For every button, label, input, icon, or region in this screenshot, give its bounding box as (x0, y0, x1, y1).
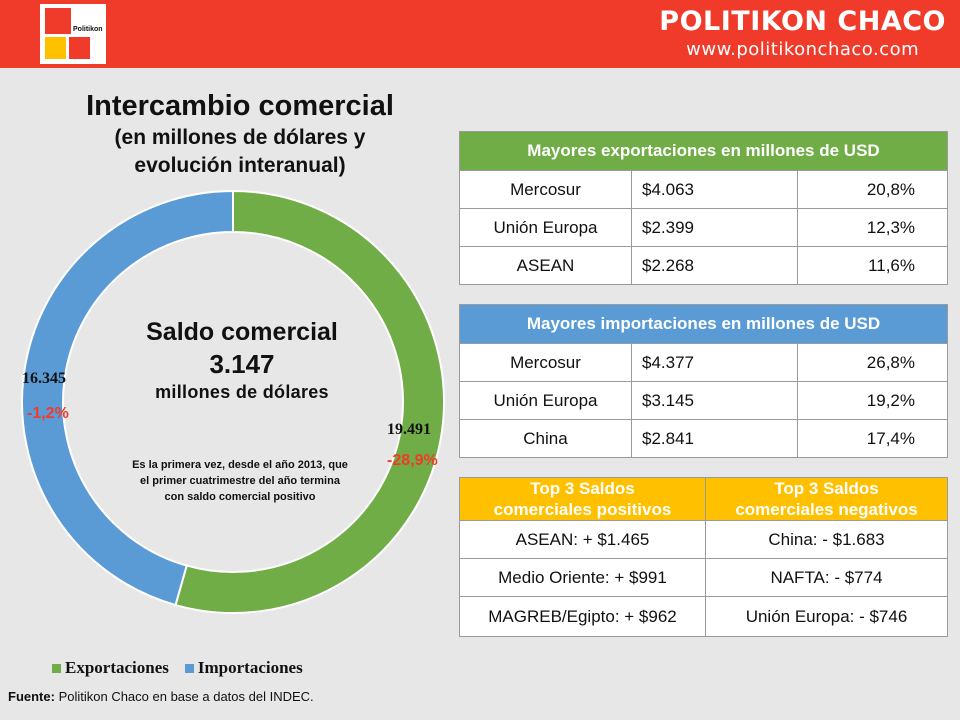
positive-balance-cell: MAGREB/Egipto: + $962 (459, 596, 706, 637)
trade-balance-summary: Saldo comercial 3.147 millones de dólare… (120, 316, 364, 404)
balance-value: 3.147 (209, 349, 275, 379)
legend-label-imports: Importaciones (197, 658, 303, 677)
imports-row-amount: $4.377 (631, 343, 798, 382)
balance-unit: millones de dólares (155, 382, 329, 402)
logo-square-yellow (45, 37, 66, 59)
imports-row-name: Mercosur (459, 343, 632, 382)
logo-text: Politikon (73, 26, 103, 33)
brand-url: www.politikonchaco.com (686, 39, 920, 60)
title-line-3: evolución interanual) (134, 154, 346, 177)
exports-change-label: -28,9% (387, 452, 438, 469)
negative-balance-cell: China: - $1.683 (705, 520, 948, 559)
imports-row-amount: $3.145 (631, 381, 798, 420)
exports-table: Mayores exportaciones en millones de USD… (458, 131, 949, 285)
legend-swatch-exports (52, 663, 61, 673)
table-row: China $2.841 17,4% (459, 419, 948, 458)
source-label: Fuente: (8, 689, 55, 704)
note-line-3: con saldo comercial positivo (164, 491, 316, 503)
trade-balances-table: Top 3 Saldos comerciales positivos Top 3… (459, 477, 948, 637)
title-line-1: Intercambio comercial (86, 90, 394, 122)
donut-slice-imports (21, 189, 234, 607)
balance-label: Saldo comercial (146, 318, 338, 346)
table-row: Mercosur $4.377 26,8% (459, 343, 948, 382)
logo-square-red (45, 8, 71, 34)
positive-header-line-1: Top 3 Saldos (530, 479, 635, 498)
header-bar: Politikon POLITIKON CHACO www.politikonc… (0, 0, 960, 68)
imports-change-label: -1,2% (27, 405, 69, 422)
legend-item-exports: Exportaciones (52, 658, 169, 678)
legend-label-exports: Exportaciones (65, 658, 169, 677)
exports-row-name: ASEAN (459, 246, 632, 285)
table-row: Medio Oriente: + $991 NAFTA: - $774 (459, 558, 948, 597)
positive-balance-cell: ASEAN: + $1.465 (459, 520, 706, 559)
positive-balances-header: Top 3 Saldos comerciales positivos (459, 477, 706, 521)
table-row: ASEAN $2.268 11,6% (459, 246, 949, 285)
exports-row-amount: $2.268 (631, 246, 798, 285)
exports-row-pct: 11,6% (796, 246, 949, 285)
note-line-1: Es la primera vez, desde el año 2013, qu… (132, 459, 348, 471)
exports-row-name: Unión Europa (459, 208, 632, 247)
imports-row-pct: 26,8% (797, 343, 948, 382)
exports-row-amount: $2.399 (631, 208, 798, 247)
imports-value-label: 16.345 (22, 370, 66, 387)
table-row: Unión Europa $3.145 19,2% (459, 381, 948, 420)
exports-row-amount: $4.063 (631, 170, 798, 209)
imports-table-title: Mayores importaciones en millones de USD (459, 304, 948, 344)
positive-header-line-2: comerciales positivos (493, 500, 672, 519)
balance-note: Es la primera vez, desde el año 2013, qu… (100, 457, 380, 505)
exports-table-title: Mayores exportaciones en millones de USD (458, 131, 949, 171)
exports-value-label: 19.491 (387, 421, 431, 438)
chart-legend: Exportaciones Importaciones (52, 658, 303, 678)
negative-balance-cell: Unión Europa: - $746 (705, 596, 948, 637)
legend-item-imports: Importaciones (184, 658, 303, 678)
table-row: MAGREB/Egipto: + $962 Unión Europa: - $7… (459, 596, 948, 637)
imports-row-name: China (459, 419, 632, 458)
imports-row-amount: $2.841 (631, 419, 798, 458)
positive-balance-cell: Medio Oriente: + $991 (459, 558, 706, 597)
negative-header-line-1: Top 3 Saldos (774, 479, 879, 498)
table-row: Unión Europa $2.399 12,3% (459, 208, 949, 247)
negative-balances-header: Top 3 Saldos comerciales negativos (705, 477, 948, 521)
negative-balance-cell: NAFTA: - $774 (705, 558, 948, 597)
imports-table: Mayores importaciones en millones de USD… (459, 304, 948, 458)
source-text: Politikon Chaco en base a datos del INDE… (54, 689, 314, 704)
brand-name: POLITIKON CHACO (659, 6, 946, 37)
chart-title: Intercambio comercial (en millones de dó… (20, 88, 460, 180)
imports-row-pct: 17,4% (797, 419, 948, 458)
table-row: Mercosur $4.063 20,8% (459, 170, 949, 209)
exports-row-pct: 12,3% (796, 208, 949, 247)
negative-header-line-2: comerciales negativos (735, 500, 918, 519)
title-line-2: (en millones de dólares y (114, 126, 366, 149)
note-line-2: el primer cuatrimestre del año termina (140, 475, 340, 487)
source-note: Fuente: Politikon Chaco en base a datos … (8, 689, 314, 704)
exports-row-name: Mercosur (459, 170, 632, 209)
exports-row-pct: 20,8% (796, 170, 949, 209)
table-row: ASEAN: + $1.465 China: - $1.683 (459, 520, 948, 559)
imports-row-pct: 19,2% (797, 381, 948, 420)
politikon-logo: Politikon (40, 4, 106, 64)
donut-slice-exports (174, 189, 445, 614)
imports-row-name: Unión Europa (459, 381, 632, 420)
brand: POLITIKON CHACO www.politikonchaco.com (659, 6, 946, 62)
legend-swatch-imports (184, 663, 194, 673)
logo-square-red-small (69, 37, 90, 59)
